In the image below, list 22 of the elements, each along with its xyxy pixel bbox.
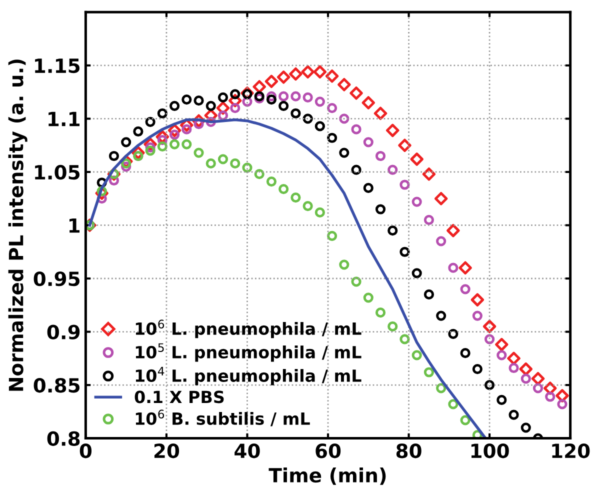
legend-label: 10$^{6}$ L. pneumophila / mL xyxy=(136,320,362,338)
y-tick-label: 0.95 xyxy=(34,271,80,286)
y-tick-label: 1.1 xyxy=(48,112,80,126)
legend-label: 10$^{4}$ L. pneumophila / mL xyxy=(136,366,362,386)
y-tick-label: 0.8 xyxy=(47,431,80,446)
x-tick-label: 20 xyxy=(154,444,180,458)
x-tick-label: 40 xyxy=(234,444,260,458)
y-tick-label: 1.15 xyxy=(35,58,80,74)
x-tick-label: 60 xyxy=(316,444,341,458)
x-tick-label: 120 xyxy=(552,444,590,458)
x-axis-title: Time (min) xyxy=(268,468,386,485)
y-tick-label: 0.85 xyxy=(34,378,80,393)
y-axis-title: Normalized PL intensity (a. u.) xyxy=(8,60,28,391)
legend-label: 10$^{6}$ B. subtilis / mL xyxy=(136,410,310,426)
legend-label: 0.1 X PBS xyxy=(134,390,224,404)
y-tick-label: 1 xyxy=(70,218,80,233)
legend-label: 10$^{5}$ L. pneumophila / mL xyxy=(136,343,362,362)
y-tick-label: 1.05 xyxy=(35,164,80,180)
y-tick-label: 0.9 xyxy=(47,324,80,340)
x-tick-label: 0 xyxy=(80,444,92,458)
x-tick-label: 100 xyxy=(471,444,509,458)
x-tick-label: 80 xyxy=(396,444,422,458)
